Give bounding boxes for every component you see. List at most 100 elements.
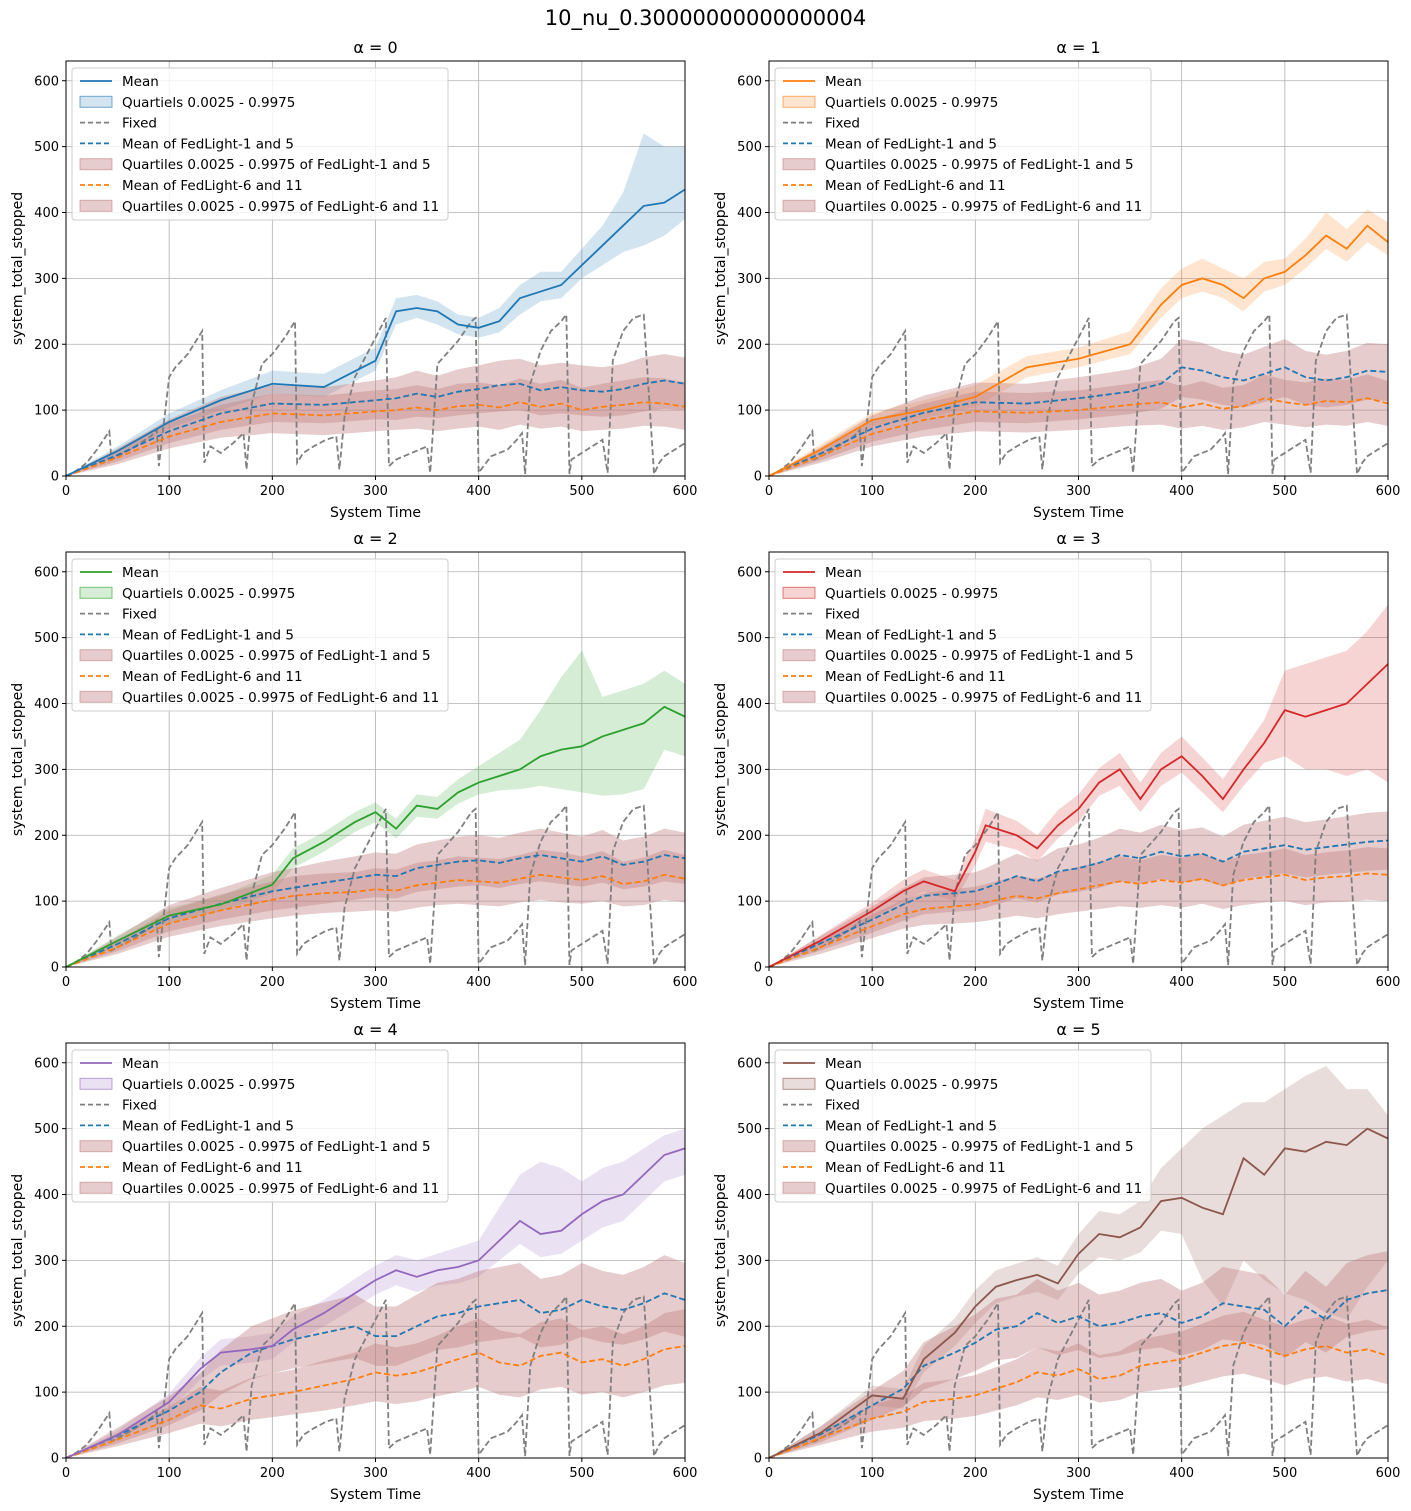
plot-area (769, 1066, 1388, 1458)
y-tick-label: 300 (34, 763, 59, 778)
y-tick-label: 0 (51, 961, 59, 976)
y-tick-label: 300 (737, 763, 762, 778)
y-tick-label: 100 (34, 895, 59, 910)
fedlight-6-11-quantile-band (769, 374, 1388, 476)
legend-patch-swatch (79, 690, 113, 703)
fedlight-6-11-quantile-band (66, 1309, 685, 1458)
y-axis-label: system_total_stopped (713, 683, 729, 836)
x-tick-label: 500 (569, 484, 594, 499)
x-axis-label: System Time (330, 505, 421, 521)
y-tick-label: 200 (737, 1320, 762, 1335)
legend-label: Quartiles 0.0025 - 0.9975 of FedLight-6 … (122, 199, 439, 215)
legend-patch-swatch (782, 158, 816, 171)
x-tick-label: 500 (569, 1466, 594, 1481)
fedlight-1-5-mean-line (66, 854, 685, 967)
fedlight-6-11-mean-line (66, 1345, 685, 1458)
legend-label: Quartiles 0.0025 - 0.9975 of FedLight-6 … (825, 690, 1142, 706)
plot-area (66, 650, 685, 967)
legend-box (71, 558, 449, 712)
legend: Mean Quartiels 0.0025 - 0.9975 Fixed Mean o… (71, 558, 449, 712)
mean-line (769, 1127, 1388, 1458)
fixed-series-line (66, 1294, 685, 1458)
x-tick-label: 200 (260, 1466, 285, 1481)
y-tick-label: 0 (754, 1452, 762, 1467)
legend-box (774, 558, 1152, 712)
x-tick-label: 0 (62, 975, 70, 990)
legend-label: Quartiles 0.0025 - 0.9975 of FedLight-1 … (122, 1139, 431, 1155)
y-tick-label: 300 (34, 272, 59, 287)
plot-area (769, 604, 1388, 967)
legend-label: Mean of FedLight-1 and 5 (825, 627, 997, 643)
x-tick-label: 400 (466, 975, 491, 990)
y-tick-label: 100 (737, 1386, 762, 1401)
legend-patch-swatch (782, 1181, 816, 1194)
legend-label: Quartiels 0.0025 - 0.9975 (122, 586, 295, 602)
legend-patch-swatch (782, 1077, 816, 1090)
y-axis-label: system_total_stopped (10, 1174, 26, 1327)
x-tick-label: 600 (673, 484, 698, 499)
legend-label: Mean of FedLight-1 and 5 (122, 1118, 294, 1134)
legend-label: Quartiles 0.0025 - 0.9975 of FedLight-1 … (825, 1139, 1134, 1155)
y-tick-label: 300 (34, 1254, 59, 1269)
y-tick-label: 200 (34, 1320, 59, 1335)
legend-label: Mean of FedLight-6 and 11 (825, 178, 1006, 194)
y-tick-label: 400 (737, 1188, 762, 1203)
x-tick-label: 600 (1376, 1466, 1401, 1481)
legend-label: Quartiles 0.0025 - 0.9975 of FedLight-6 … (825, 199, 1142, 215)
y-tick-label: 400 (34, 697, 59, 712)
y-tick-label: 100 (737, 895, 762, 910)
legend: Mean Quartiels 0.0025 - 0.9975 Fixed Mean o… (71, 67, 449, 221)
legend-patch-swatch (782, 95, 816, 108)
legend-label: Fixed (122, 1098, 157, 1114)
subplot-3: 0 100 200 300 400 500 600 0 100 200 300 400 500 600 Sy… (713, 529, 1400, 1012)
fedlight-6-11-mean-line (66, 401, 685, 476)
fedlight-1-5-mean-line (769, 839, 1388, 967)
x-tick-label: 200 (963, 975, 988, 990)
legend-label: Fixed (825, 1098, 860, 1114)
legend-label: Mean (122, 565, 159, 581)
x-tick-label: 100 (860, 1466, 885, 1481)
legend-patch-swatch (79, 586, 113, 599)
legend-patch-swatch (79, 1140, 113, 1153)
mean-line (769, 663, 1388, 967)
y-tick-label: 600 (34, 1056, 59, 1071)
legend-label: Mean (122, 1056, 159, 1072)
x-tick-label: 400 (1169, 1466, 1194, 1481)
x-tick-label: 400 (466, 1466, 491, 1481)
legend-label: Quartiles 0.0025 - 0.9975 of FedLight-6 … (122, 1181, 439, 1197)
x-tick-label: 300 (1066, 975, 1091, 990)
y-tick-label: 600 (34, 74, 59, 89)
legend-label: Mean of FedLight-6 and 11 (122, 669, 303, 685)
legend: Mean Quartiels 0.0025 - 0.9975 Fixed Mean o… (71, 1049, 449, 1203)
legend-patch-swatch (782, 690, 816, 703)
legend-label: Quartiles 0.0025 - 0.9975 of FedLight-1 … (825, 157, 1134, 173)
legend-label: Quartiles 0.0025 - 0.9975 of FedLight-1 … (825, 648, 1134, 664)
y-axis-label: system_total_stopped (713, 192, 729, 345)
legend-patch-swatch (79, 158, 113, 171)
legend: Mean Quartiels 0.0025 - 0.9975 Fixed Mean o… (774, 67, 1152, 221)
y-tick-label: 600 (737, 74, 762, 89)
legend-label: Quartiles 0.0025 - 0.9975 of FedLight-1 … (122, 648, 431, 664)
legend-label: Mean (825, 74, 862, 90)
y-tick-label: 400 (737, 206, 762, 221)
figure-suptitle: 10_nu_0.30000000000000004 (544, 6, 867, 30)
plot-area (769, 209, 1388, 476)
x-tick-label: 400 (1169, 975, 1194, 990)
legend-box (774, 67, 1152, 221)
legend-label: Quartiels 0.0025 - 0.9975 (825, 586, 998, 602)
y-tick-label: 300 (737, 272, 762, 287)
x-tick-label: 0 (62, 484, 70, 499)
x-tick-label: 500 (1272, 1466, 1297, 1481)
y-tick-label: 200 (737, 829, 762, 844)
y-tick-label: 400 (34, 206, 59, 221)
subplot-title: α = 4 (353, 1020, 397, 1039)
y-tick-label: 0 (51, 1452, 59, 1467)
x-tick-label: 300 (1066, 1466, 1091, 1481)
legend-patch-swatch (79, 1077, 113, 1090)
y-tick-label: 500 (737, 1122, 762, 1137)
y-tick-label: 200 (737, 338, 762, 353)
fedlight-6-11-quantile-band (66, 377, 685, 476)
legend: Mean Quartiels 0.0025 - 0.9975 Fixed Mean o… (774, 558, 1152, 712)
y-tick-label: 500 (737, 140, 762, 155)
